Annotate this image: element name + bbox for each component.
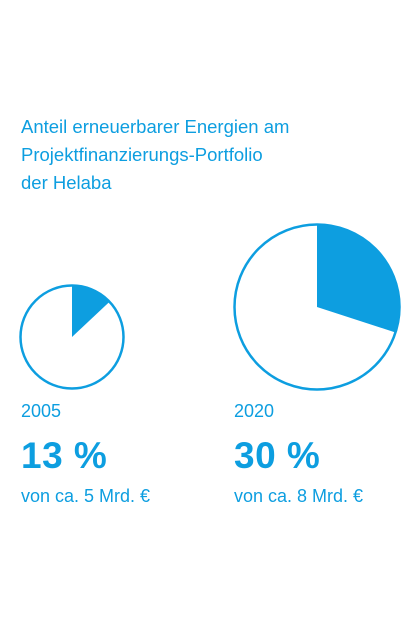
chart-title: Anteil erneuerbarer Energien am Projektf… (21, 113, 401, 197)
pie-slice-renewables (72, 285, 110, 337)
pie-slice-renewables (317, 224, 400, 333)
portfolio-amount: von ca. 5 Mrd. € (21, 486, 151, 506)
title-line-3: der Helaba (21, 172, 112, 193)
portfolio-amount: von ca. 8 Mrd. € (234, 486, 364, 506)
percent-value: 13 % (21, 435, 108, 476)
pie-chart-2005 (19, 284, 125, 390)
title-line-2: Projektfinanzierungs-Portfolio (21, 144, 263, 165)
pie-chart-2020 (233, 223, 401, 391)
title-line-1: Anteil erneuerbarer Energien am (21, 116, 290, 137)
stats-2020: 2020 30 % von ca. 8 Mrd. € (234, 400, 363, 508)
year-label: 2020 (234, 401, 275, 421)
year-label: 2005 (21, 401, 62, 421)
percent-value: 30 % (234, 435, 321, 476)
stats-2005: 2005 13 % von ca. 5 Mrd. € (21, 400, 150, 508)
